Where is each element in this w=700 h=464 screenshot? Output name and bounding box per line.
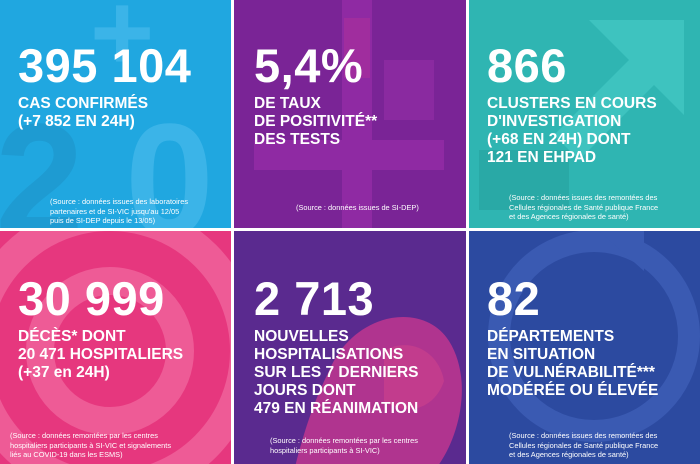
departments-value: 82 [487,272,541,325]
tile-clusters: 866 CLUSTERS EN COURS D'INVESTIGATION (+… [469,0,700,228]
hospitalisations-source: (Source : données remontées par les cent… [270,436,418,455]
clusters-source: (Source : données issues des remontées d… [509,193,659,221]
hospitalisations-value: 2 713 [254,272,375,325]
clusters-value: 866 [487,39,567,92]
confirmed-cases-source: (Source : données issues des laboratoire… [50,197,189,225]
deaths-value: 30 999 [18,272,165,325]
deaths-label: DÉCÈS* DONT 20 471 HOSPITALIERS (+37 en … [18,328,184,381]
deaths-source: (Source : données remontées par les cent… [10,431,172,459]
tile-positivity-rate: 5,4% DE TAUX DE POSITIVITÉ** DES TESTS (… [234,0,466,228]
hospitalisations-label: NOUVELLES HOSPITALISATIONS SUR LES 7 DER… [254,328,419,417]
positivity-label: DE TAUX DE POSITIVITÉ** DES TESTS [254,95,378,148]
tile-deaths: 30 999 DÉCÈS* DONT 20 471 HOSPITALIERS (… [0,231,231,464]
positivity-source: (Source : données issues de SI-DEP) [296,203,419,212]
tile-confirmed-cases: + 2 0 395 104 CAS CONFIRMÉS (+7 852 EN 2… [0,0,231,228]
departments-source: (Source : données issues des remontées d… [509,431,659,459]
clusters-label: CLUSTERS EN COURS D'INVESTIGATION (+68 E… [487,95,657,166]
confirmed-cases-label: CAS CONFIRMÉS (+7 852 EN 24H) [18,95,149,130]
confirmed-cases-value: 395 104 [18,39,192,92]
departments-label: DÉPARTEMENTS EN SITUATION DE VULNÉRABILI… [487,328,659,399]
positivity-value: 5,4% [254,39,364,92]
tile-departments: 82 DÉPARTEMENTS EN SITUATION DE VULNÉRAB… [469,231,700,464]
tile-hospitalisations: 2 713 NOUVELLES HOSPITALISATIONS SUR LES… [234,231,466,464]
